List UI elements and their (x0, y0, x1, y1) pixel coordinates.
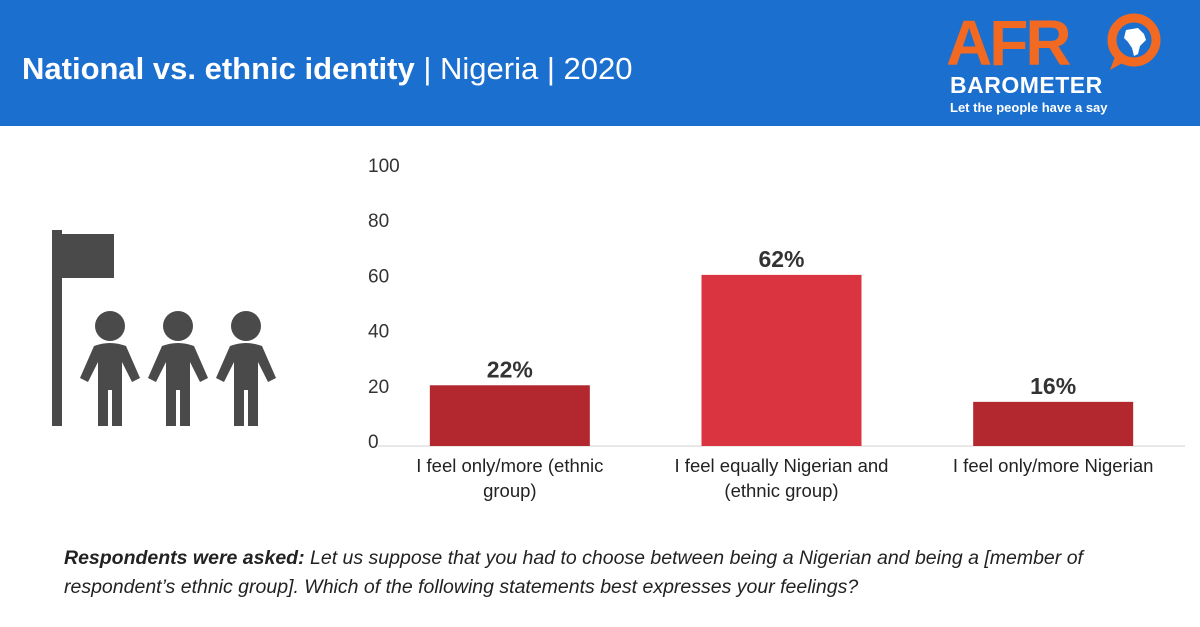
y-tick-label: 80 (368, 211, 389, 232)
afrobarometer-logo: AFR BAROMETER Let the people have a say (944, 8, 1174, 120)
y-tick-label: 40 (368, 322, 389, 343)
x-tick-label: I feel only/more Nigerian (953, 455, 1154, 476)
data-label: 16% (1030, 373, 1076, 399)
data-label: 22% (487, 356, 533, 382)
bar-chart: 0 20 40 60 80 100 22% I feel only/more (ethnic g… (368, 156, 1185, 501)
bar (429, 385, 590, 446)
bar (973, 401, 1134, 446)
y-tick-label: 60 (368, 266, 389, 287)
title-context: | Nigeria | 2020 (414, 51, 633, 86)
y-tick-label: 100 (368, 156, 400, 177)
page-title: National vs. ethnic identity | Nigeria |… (22, 44, 632, 94)
logo-tagline: Let the people have a say (950, 100, 1108, 115)
survey-question-note: Respondents were asked: Let us suppose t… (64, 544, 1154, 602)
footnote-lead: Respondents were asked: (64, 547, 305, 569)
title-main: National vs. ethnic identity (22, 51, 415, 86)
bar (701, 274, 862, 446)
logo-word-bottom: BAROMETER (950, 72, 1103, 98)
x-tick-label: I feel only/more (ethnic (416, 455, 603, 476)
data-label: 62% (758, 246, 804, 272)
header-banner: National vs. ethnic identity | Nigeria |… (0, 0, 1200, 126)
y-tick-label: 20 (368, 377, 389, 398)
x-tick-label: I feel equally Nigerian and (675, 455, 889, 476)
africa-speech-bubble-icon (1107, 13, 1161, 70)
logo-word-top: AFR (946, 7, 1072, 79)
x-tick-label: (ethnic group) (724, 480, 838, 501)
people-with-flag-icon (52, 230, 276, 426)
x-tick-label: group) (483, 480, 536, 501)
footnote-text: Let us suppose that you had to choose be… (64, 547, 1083, 598)
y-tick-label: 0 (368, 432, 379, 453)
